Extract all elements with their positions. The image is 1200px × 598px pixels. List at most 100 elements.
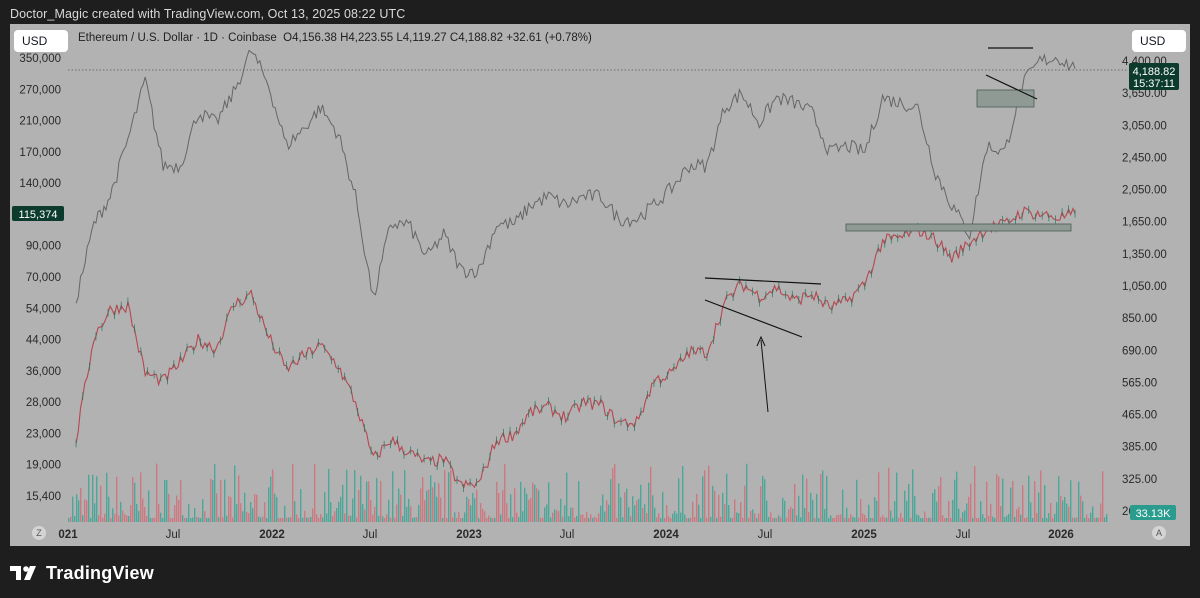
volume-bar <box>150 517 152 522</box>
volume-bar <box>250 501 252 522</box>
volume-bar <box>842 489 844 522</box>
volume-bar <box>166 479 168 522</box>
volume-bar <box>434 482 436 522</box>
tradingview-logo[interactable]: TradingView <box>10 560 154 586</box>
volume-bar <box>638 498 640 522</box>
volume-bar <box>612 468 614 522</box>
right-axis-tick: 385.00 <box>1122 442 1157 454</box>
right-axis-tick: 2,450.00 <box>1122 152 1167 164</box>
volume-bar <box>618 483 620 522</box>
volume-bar <box>680 512 682 522</box>
volume-bar <box>746 463 748 522</box>
left-axis-tick: 70,000 <box>26 272 61 284</box>
left-axis-tick: 44,000 <box>26 335 61 347</box>
right-axis-tick: 1,650.00 <box>1122 217 1167 229</box>
volume-bar <box>424 499 426 522</box>
right-axis-tick: 1,350.00 <box>1122 249 1167 261</box>
volume-bar <box>230 497 232 522</box>
volume-bar <box>470 505 472 522</box>
volume-bar <box>988 515 990 522</box>
volume-bar <box>896 472 898 522</box>
volume-bar <box>526 493 528 522</box>
volume-bar <box>152 517 154 522</box>
left-axis-tick: 140,000 <box>19 178 61 190</box>
volume-bar <box>860 499 862 522</box>
volume-bar <box>172 517 174 522</box>
open-value: 4,156.38 <box>292 32 337 44</box>
volume-bar <box>84 499 86 522</box>
volume-bar <box>972 517 974 522</box>
volume-bar <box>438 483 440 522</box>
volume-bar <box>766 500 768 522</box>
volume-bar <box>440 497 442 522</box>
high-label: H <box>340 32 349 44</box>
symbol-legend: Ethereum / U.S. Dollar · 1D · Coinbase O… <box>78 32 592 44</box>
volume-bar <box>668 516 670 522</box>
volume-bar <box>660 517 662 522</box>
close-label: C <box>449 32 459 44</box>
volume-bar <box>140 472 142 522</box>
volume-bar <box>476 489 478 522</box>
volume-bar <box>986 481 988 522</box>
volume-bar <box>800 517 802 522</box>
volume-bar <box>98 515 100 522</box>
chart-canvas[interactable]: 350,000270,000210,000170,000140,000110,0… <box>10 24 1190 546</box>
volume-bar <box>1080 495 1082 522</box>
volume-bar <box>144 506 146 522</box>
volume-bar <box>1102 471 1104 522</box>
volume-bar <box>276 497 278 522</box>
volume-bar <box>176 495 178 522</box>
volume-bar <box>976 518 978 522</box>
volume-bar <box>416 517 418 522</box>
volume-bar <box>312 508 314 522</box>
volume-bar <box>878 472 880 522</box>
volume-bar <box>384 518 386 522</box>
volume-bar <box>392 471 394 522</box>
volume-bar <box>922 518 924 522</box>
volume-bar <box>792 508 794 522</box>
volume-bar <box>558 511 560 522</box>
volume-bar <box>620 497 622 522</box>
volume-bar <box>482 509 484 522</box>
volume-bar <box>180 480 182 522</box>
volume-bar <box>458 511 460 522</box>
volume-bar <box>820 474 822 522</box>
volume-bar <box>494 518 496 522</box>
volume-bar <box>702 476 704 522</box>
volume-bar <box>1034 481 1036 522</box>
volume-bar <box>142 498 144 522</box>
volume-bar <box>402 516 404 522</box>
volume-bar <box>72 496 74 522</box>
volume-bar <box>794 483 796 522</box>
volume-bar <box>600 505 602 522</box>
right-price-axis: 4,400.003,650.003,050.002,450.002,050.00… <box>1122 56 1167 518</box>
currency-button-left[interactable]: USD <box>14 30 68 52</box>
volume-bar <box>836 515 838 522</box>
currency-button-right[interactable]: USD <box>1132 30 1186 52</box>
volume-bar <box>758 513 760 522</box>
volume-bar <box>938 486 940 522</box>
volume-bar <box>514 488 516 522</box>
volume-bar <box>490 517 492 522</box>
volume-bar <box>748 517 750 522</box>
volume-bar <box>908 483 910 522</box>
volume-bar <box>1078 481 1080 522</box>
volume-bar <box>572 507 574 522</box>
volume-bar <box>708 465 710 522</box>
volume-bar <box>852 516 854 522</box>
volume-bar <box>874 497 876 522</box>
volume-bar <box>268 487 270 522</box>
volume-bar <box>602 494 604 522</box>
volume-bar <box>670 517 672 522</box>
volume-bar <box>214 464 216 522</box>
volume-bar <box>566 472 568 522</box>
volume-bar <box>1014 516 1016 522</box>
auto-scale-toggle[interactable]: A <box>1152 526 1166 540</box>
volume-bar <box>284 505 286 522</box>
price-chart-svg: 350,000270,000210,000170,000140,000110,0… <box>12 47 1179 541</box>
log-scale-toggle[interactable]: Z <box>32 526 46 540</box>
volume-bar <box>286 517 288 522</box>
left-axis-tick: 170,000 <box>19 147 61 159</box>
volume-bar <box>248 513 250 522</box>
volume-bar <box>178 500 180 522</box>
